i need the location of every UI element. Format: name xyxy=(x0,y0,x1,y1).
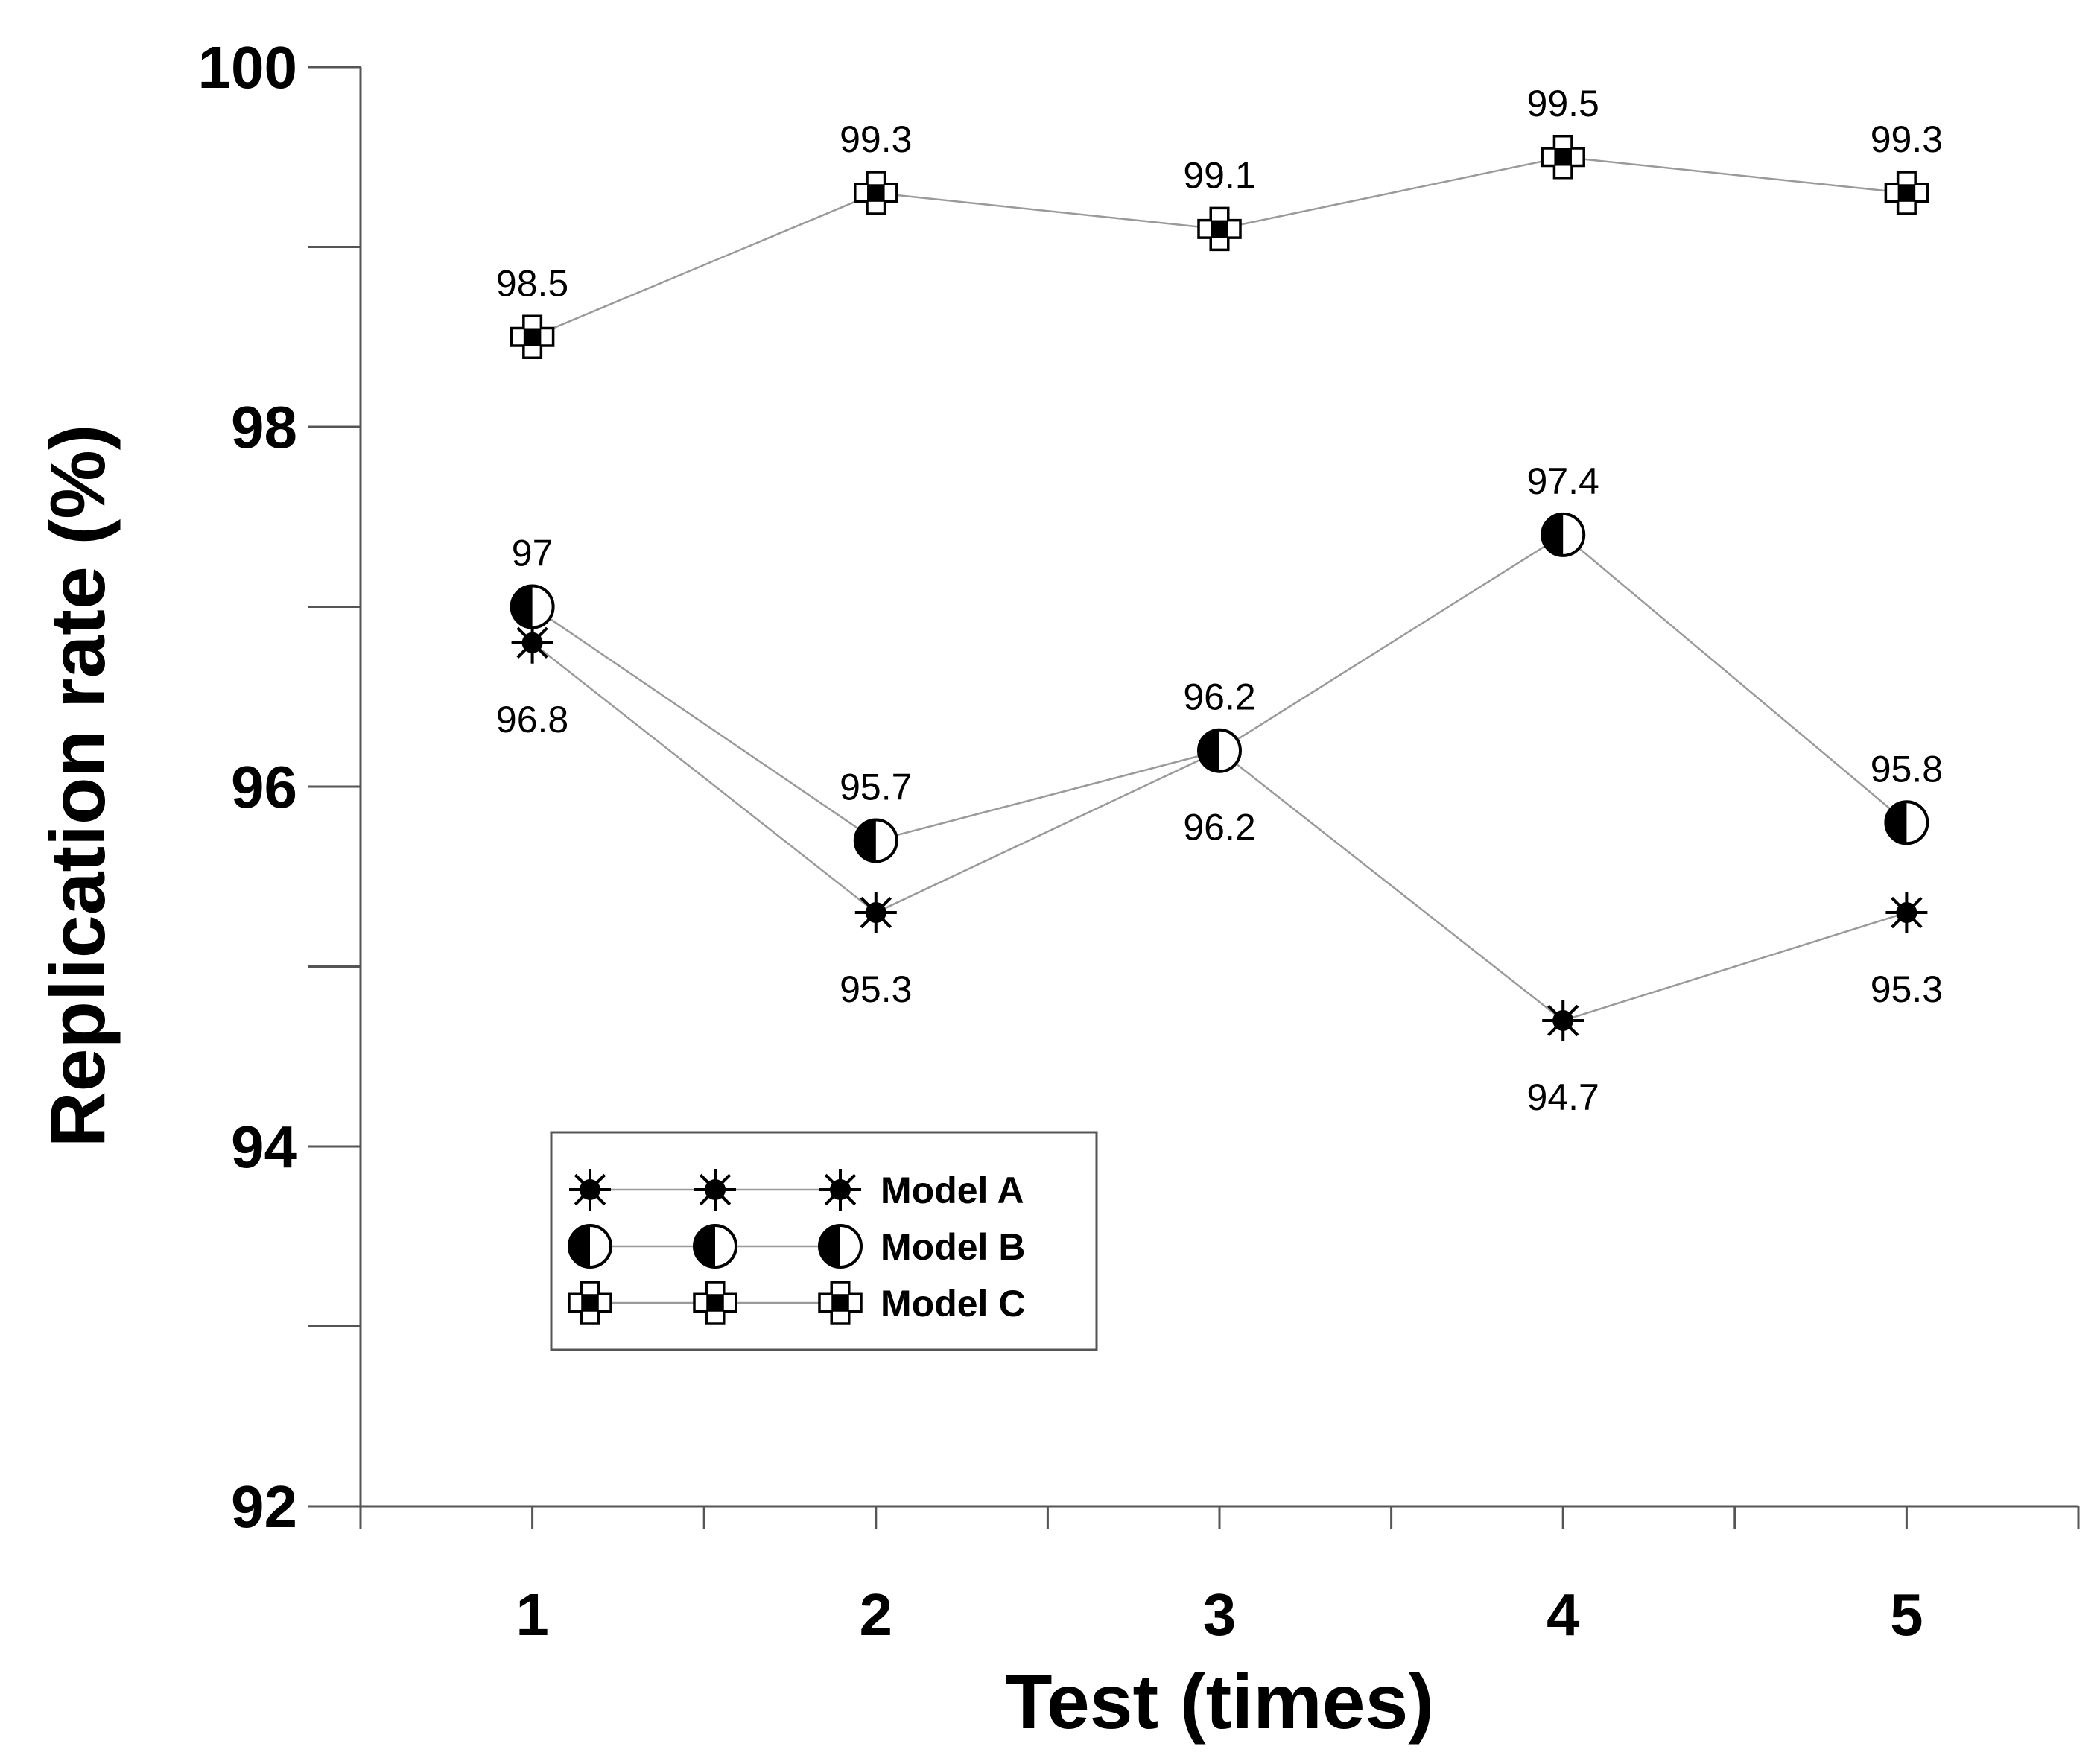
circle-icon-half xyxy=(569,1225,590,1267)
legend-marker-model-a xyxy=(569,1169,611,1211)
data-label-model-a: 95.3 xyxy=(1871,968,1943,1010)
x-tick-label: 1 xyxy=(516,1581,549,1648)
star-icon-core xyxy=(1552,1009,1574,1031)
y-tick-label: 92 xyxy=(231,1473,297,1540)
y-tick-label: 96 xyxy=(231,754,297,820)
legend-marker-model-c xyxy=(568,1281,612,1325)
data-label-model-c: 99.1 xyxy=(1183,154,1255,196)
point-model-a xyxy=(854,892,897,934)
y-axis-title: Replication rate (%) xyxy=(35,425,121,1148)
point-model-a xyxy=(1542,999,1584,1041)
data-label-model-b: 96.2 xyxy=(1183,676,1255,718)
point-model-c xyxy=(1197,206,1242,252)
circle-icon-half xyxy=(1885,802,1907,844)
legend-label-model-c: Model C xyxy=(881,1283,1025,1324)
star-icon-core xyxy=(830,1179,851,1200)
legend-marker-model-a xyxy=(819,1169,861,1211)
data-label-model-b: 97 xyxy=(512,533,553,574)
data-label-model-a: 96.2 xyxy=(1183,807,1255,848)
circle-icon-half xyxy=(854,819,876,862)
star-icon-core xyxy=(580,1179,600,1200)
data-label-model-c: 99.3 xyxy=(840,118,912,160)
circle-icon-half xyxy=(1199,729,1219,772)
legend-label-model-a: Model A xyxy=(881,1170,1024,1211)
point-model-c xyxy=(854,171,898,215)
point-model-a xyxy=(511,621,553,664)
star-icon-core xyxy=(1896,902,1917,924)
cross-icon-center xyxy=(831,1294,849,1312)
cross-icon-center xyxy=(1211,220,1228,238)
point-model-b xyxy=(510,584,555,629)
series-markers xyxy=(510,135,1929,1041)
point-model-c xyxy=(510,314,555,359)
data-label-model-a: 95.3 xyxy=(840,968,912,1010)
x-tick-label: 4 xyxy=(1547,1581,1580,1648)
cross-icon-center xyxy=(581,1294,599,1312)
data-labels: 96.8 95.3 96.2 94.7 95.3 97 95.7 96.2 97.4 95.8 98… xyxy=(496,83,1943,1118)
point-model-b xyxy=(1884,800,1929,845)
cross-icon-center xyxy=(523,328,542,346)
legend-marker-model-b xyxy=(818,1224,863,1269)
legend-label-model-b: Model B xyxy=(881,1226,1025,1268)
y-tick-label: 100 xyxy=(198,34,297,101)
point-model-a xyxy=(1885,892,1928,934)
point-model-c xyxy=(1884,171,1929,215)
data-label-model-c: 98.5 xyxy=(496,262,568,304)
star-icon-core xyxy=(705,1179,726,1200)
point-model-b xyxy=(853,818,898,863)
cross-icon-center xyxy=(706,1294,724,1312)
legend-marker-model-c xyxy=(693,1281,737,1325)
point-model-b xyxy=(1197,728,1242,773)
circle-icon-half xyxy=(1542,513,1564,556)
circle-icon-half xyxy=(694,1225,715,1267)
data-label-model-b: 95.7 xyxy=(840,766,912,808)
cross-icon-center xyxy=(1897,184,1916,202)
axes: 92 94 96 98 100 1 2 3 4 5 xyxy=(198,34,2080,1648)
x-axis-title: Test (times) xyxy=(1005,1659,1434,1745)
y-tick-label: 94 xyxy=(231,1114,297,1180)
data-label-model-c: 99.3 xyxy=(1871,118,1943,160)
legend-marker-model-a xyxy=(694,1169,736,1211)
x-tick-label: 3 xyxy=(1203,1581,1237,1648)
y-tick-label: 98 xyxy=(231,394,297,460)
legend-marker-model-c xyxy=(818,1281,863,1325)
x-tick-label: 2 xyxy=(860,1581,893,1648)
point-model-c xyxy=(1541,135,1585,180)
cross-icon-center xyxy=(867,184,885,202)
data-label-model-b: 95.8 xyxy=(1871,748,1943,790)
data-label-model-a: 96.8 xyxy=(496,699,568,740)
circle-icon-half xyxy=(819,1225,840,1267)
legend-marker-model-b xyxy=(568,1224,612,1269)
data-label-model-a: 94.7 xyxy=(1527,1076,1599,1118)
star-icon-core xyxy=(521,632,543,653)
data-label-model-b: 97.4 xyxy=(1527,460,1599,502)
circle-icon-half xyxy=(511,586,533,628)
data-label-model-c: 99.5 xyxy=(1527,83,1599,124)
cross-icon-center xyxy=(1554,147,1572,166)
point-model-b xyxy=(1541,512,1586,557)
legend: Model A Model B Model C xyxy=(550,1131,1098,1351)
x-tick-label: 5 xyxy=(1890,1581,1923,1648)
star-icon-core xyxy=(865,902,886,924)
legend-marker-model-b xyxy=(693,1224,737,1269)
